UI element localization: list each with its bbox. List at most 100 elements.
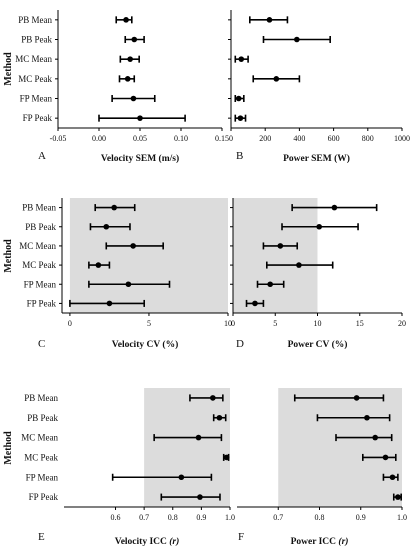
mean-point	[103, 223, 110, 230]
y-tick-label: MC Mean	[15, 54, 52, 64]
mean-point	[125, 281, 132, 288]
y-tick-label: MC Peak	[18, 74, 52, 84]
y-tick-label: FP Peak	[23, 113, 53, 123]
x-tick-label: 0.9	[356, 513, 366, 522]
x-tick-label: 0.7	[139, 513, 149, 522]
mean-point	[266, 17, 273, 23]
x-tick-label: 0.10	[174, 134, 188, 143]
x-tick-label: 1.0	[225, 513, 235, 522]
y-tick-label: PB Peak	[25, 222, 56, 232]
mean-point	[197, 494, 203, 500]
x-axis-title: Velocity CV (%)	[112, 339, 179, 350]
x-tick-label: 0	[68, 319, 72, 328]
panel-C: 0 5 10 PB Mean PB Peak MC Mean MC Peak FP Mean F…	[19, 198, 232, 350]
method-axis-label: Method	[3, 52, 14, 86]
mean-point	[195, 434, 202, 441]
panel-label: C	[38, 338, 45, 350]
panel-A: -0.05 0.00 0.05 0.10 0.15 PB Mean PB Peak MC Me…	[15, 10, 229, 164]
y-tick-label: FP Mean	[26, 472, 59, 482]
x-tick-label: 200	[259, 134, 271, 143]
x-axis-title-text: Velocity SEM (m/s)	[101, 153, 179, 164]
mean-point	[267, 281, 273, 288]
y-tick-label: PB Mean	[18, 15, 52, 25]
y-tick-label: PB Peak	[27, 413, 58, 423]
x-tick-label: 1.0	[397, 513, 407, 522]
mean-point	[123, 17, 129, 23]
panel-E: 0.6 0.7 0.8 0.9 1.0 PB Mean PB Peak MC Mean MC P…	[21, 388, 235, 547]
x-axis-title-text: Velocity CV (%)	[112, 339, 179, 350]
x-axis-title: Power SEM (W)	[283, 153, 350, 164]
x-tick-label: 0	[229, 134, 233, 143]
x-tick-label: 0.8	[315, 513, 325, 522]
x-tick-label: 1000	[394, 134, 410, 143]
panel-D: 0 5 10 15 20 Power CV (%) D	[230, 198, 406, 350]
x-tick-label: 0.8	[168, 513, 178, 522]
mean-point	[235, 95, 242, 102]
method-axis-label: Method	[3, 239, 14, 273]
panel-F: 0.7 0.8 0.9 1.0 Power ICC (r) F	[237, 388, 407, 547]
y-tick-label: PB Mean	[22, 203, 56, 213]
y-tick-label: MC Peak	[24, 452, 58, 462]
mean-point	[353, 395, 360, 401]
x-axis-title: Power CV (%)	[288, 339, 348, 350]
mean-point	[127, 56, 133, 62]
mean-point	[111, 204, 117, 211]
x-tick-label: 15	[356, 319, 364, 328]
panel-label: F	[238, 531, 244, 543]
mean-point	[223, 454, 230, 461]
mean-point	[95, 262, 102, 268]
panel-label: A	[38, 150, 46, 162]
x-axis-title-text: Power ICC	[291, 537, 337, 547]
shaded-region	[233, 198, 318, 313]
mean-point	[277, 243, 284, 249]
x-tick-label: 5	[147, 319, 151, 328]
x-axis-title-text: Power SEM (W)	[283, 153, 350, 164]
x-tick-label: 0.7	[273, 513, 283, 522]
x-tick-label: 0	[231, 319, 235, 328]
x-tick-label: 400	[293, 134, 305, 143]
x-tick-label: 600	[328, 134, 340, 143]
x-axis-title: Velocity ICC (r)	[115, 536, 180, 547]
mean-point	[389, 474, 396, 481]
x-tick-label: 0.15	[215, 134, 229, 143]
y-tick-label: FP Peak	[27, 298, 57, 308]
mean-point	[124, 76, 131, 82]
panel-label: B	[236, 150, 243, 162]
x-tick-label: 10	[314, 319, 322, 328]
mean-point	[130, 243, 136, 249]
mean-point	[273, 76, 280, 82]
x-axis-title-italic: (r)	[336, 536, 348, 547]
y-tick-label: MC Mean	[19, 241, 56, 251]
y-tick-label: FP Mean	[20, 94, 53, 104]
x-tick-label: 0.00	[92, 134, 106, 143]
mean-point	[210, 395, 216, 401]
mean-point	[364, 414, 370, 421]
mean-point	[106, 300, 113, 307]
mean-point	[131, 36, 138, 43]
x-tick-label: 0.9	[196, 513, 206, 522]
x-tick-label: 20	[398, 319, 406, 328]
y-tick-label: PB Mean	[24, 393, 58, 403]
mean-point	[216, 414, 223, 421]
shaded-region	[278, 388, 402, 507]
mean-point	[382, 454, 389, 461]
x-axis-title-text: Velocity ICC	[115, 537, 167, 547]
shaded-region	[69, 198, 229, 313]
y-tick-label: MC Mean	[21, 433, 58, 443]
x-tick-label: 0.05	[133, 134, 147, 143]
mean-point	[130, 95, 137, 102]
x-axis-title: Velocity SEM (m/s)	[101, 153, 179, 164]
mean-point	[296, 262, 302, 268]
method-axis-label: Method	[3, 431, 14, 465]
x-tick-label: 0.6	[111, 513, 121, 522]
mean-point	[331, 204, 338, 211]
y-tick-label: FP Mean	[24, 279, 57, 289]
x-tick-label: 10	[224, 319, 232, 328]
panel-B: 0 200 400 600 800 1000 Power SEM (W) B	[228, 10, 410, 164]
y-tick-label: FP Peak	[29, 492, 59, 502]
mean-point	[237, 115, 244, 121]
shaded-region	[144, 388, 230, 507]
mean-point	[252, 300, 258, 307]
panel-label: E	[38, 531, 45, 543]
